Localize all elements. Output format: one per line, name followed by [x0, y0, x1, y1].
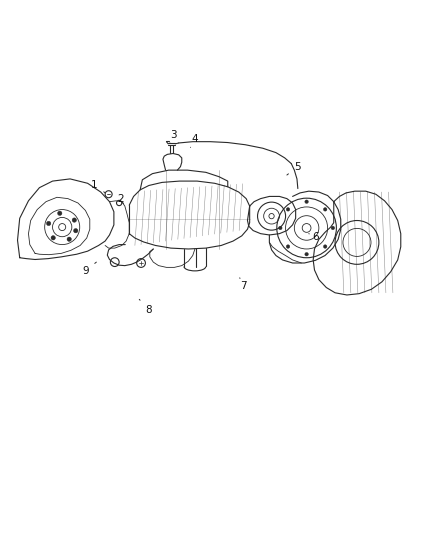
Text: 6: 6 [309, 232, 319, 242]
Circle shape [74, 229, 78, 233]
Circle shape [286, 245, 290, 248]
Circle shape [323, 208, 327, 211]
Text: 4: 4 [191, 134, 198, 147]
Text: 7: 7 [240, 278, 247, 291]
Text: 1: 1 [91, 181, 105, 193]
Circle shape [46, 221, 51, 225]
Circle shape [72, 218, 77, 222]
Circle shape [279, 226, 282, 230]
Text: 9: 9 [82, 262, 96, 276]
Text: 2: 2 [117, 193, 124, 204]
Circle shape [57, 211, 62, 215]
Circle shape [286, 208, 290, 211]
Text: 8: 8 [139, 300, 152, 316]
Text: 3: 3 [170, 130, 177, 143]
Circle shape [305, 200, 308, 204]
Circle shape [331, 226, 335, 230]
Circle shape [67, 237, 71, 241]
Text: 5: 5 [287, 161, 301, 175]
Circle shape [305, 253, 308, 256]
Circle shape [323, 245, 327, 248]
Circle shape [51, 236, 55, 240]
